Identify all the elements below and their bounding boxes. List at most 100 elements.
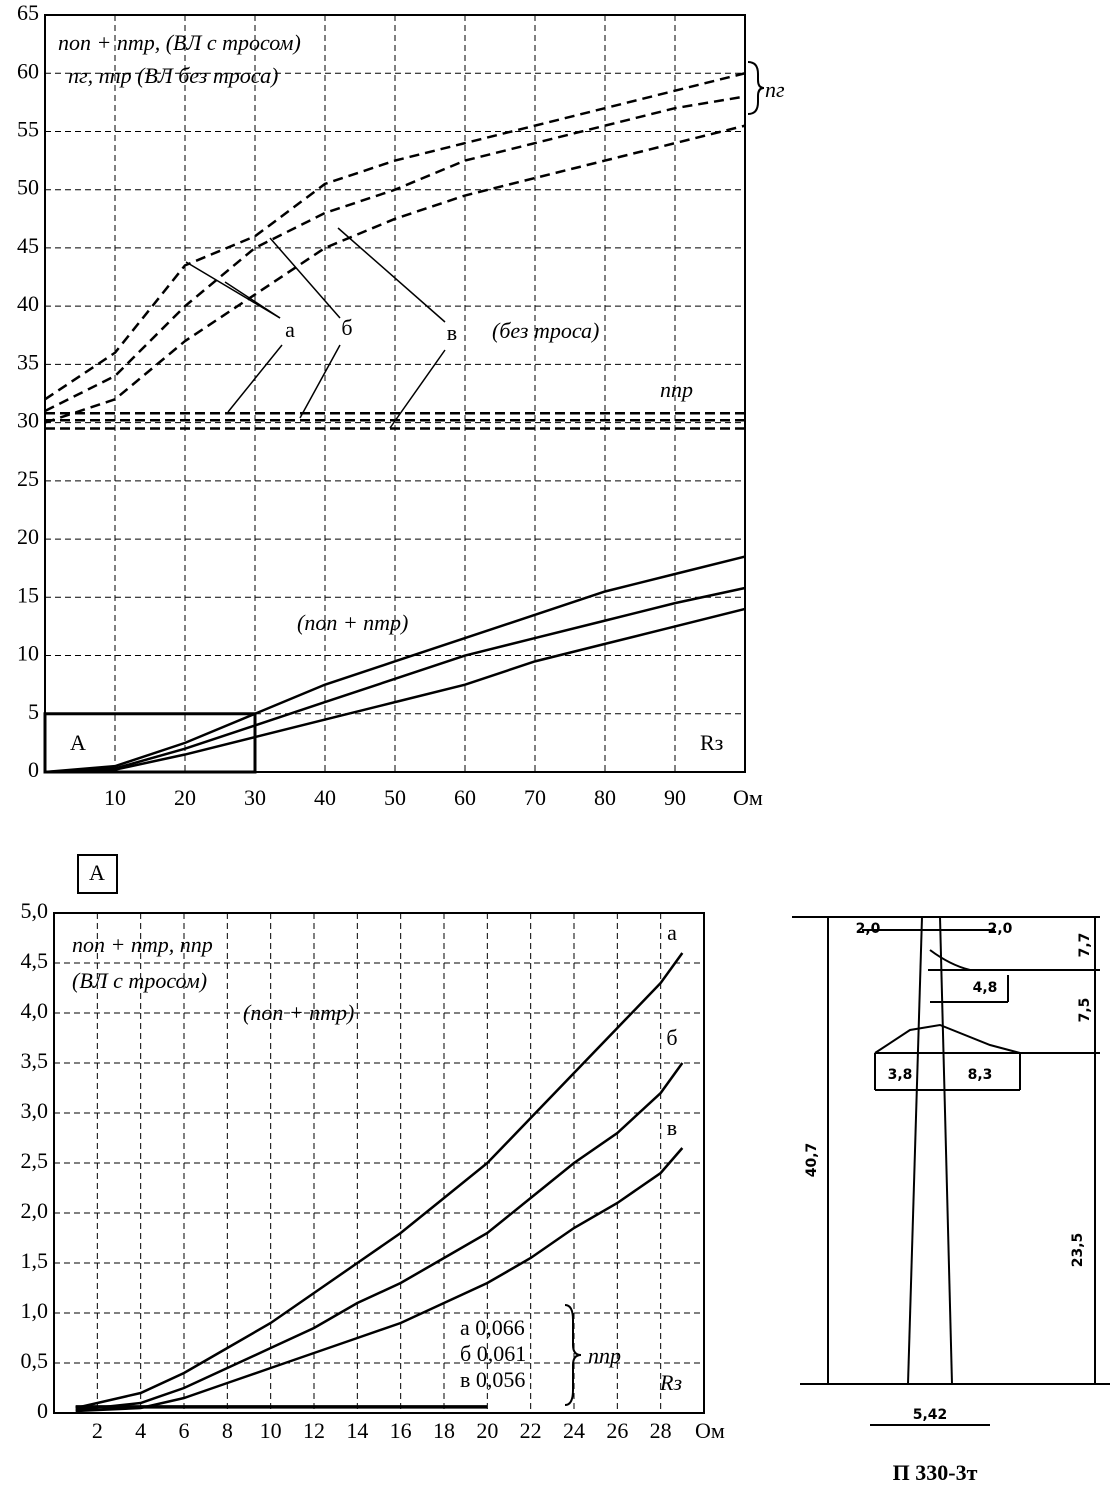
y-tick-label: 1,5 <box>21 1248 49 1273</box>
x-tick-label: 12 <box>303 1418 325 1443</box>
x-tick-label: 18 <box>433 1418 455 1443</box>
dim-label: 4,8 <box>973 980 998 996</box>
annotation: (без троса) <box>492 318 599 343</box>
y-tick-label: 65 <box>17 0 39 25</box>
x-tick-label: 4 <box>135 1418 146 1443</box>
series-line <box>44 586 746 774</box>
series-line <box>75 952 684 1410</box>
y-tick-label: 60 <box>17 58 39 83</box>
annotation: nг <box>765 77 785 102</box>
x-tick-label: 60 <box>454 785 476 810</box>
x-tick-label: 20 <box>174 785 196 810</box>
x-tick-label: 80 <box>594 785 616 810</box>
chart-title: А <box>89 860 105 885</box>
annotation: nг, nпр (ВЛ без троса) <box>68 63 278 88</box>
x-tick-label: 24 <box>563 1418 585 1443</box>
y-tick-label: 4,5 <box>21 948 49 973</box>
annotation: nпр <box>660 377 693 402</box>
x-tick-label: 8 <box>222 1418 233 1443</box>
y-tick-label: 10 <box>17 641 39 666</box>
y-tick-label: 25 <box>17 466 39 491</box>
annotation: (ВЛ с тросом) <box>72 968 207 993</box>
y-tick-label: 3,5 <box>21 1048 49 1073</box>
series-label: в <box>447 320 457 345</box>
level-label: в 0,056 <box>460 1367 525 1392</box>
x-tick-label: 16 <box>390 1418 412 1443</box>
series-label: а <box>285 317 295 342</box>
x-tick-label: 10 <box>260 1418 282 1443</box>
dim-label: 2,0 <box>988 921 1013 937</box>
y-tick-label: 35 <box>17 349 39 374</box>
y-tick-label: 5,0 <box>21 898 49 923</box>
x-tick-label: 14 <box>346 1418 368 1443</box>
series-line <box>44 555 746 774</box>
caption: П 330-3т <box>893 1460 978 1485</box>
series-label: а <box>667 920 677 945</box>
x-tick-label: 2 <box>92 1418 103 1443</box>
x-tick-label: 6 <box>179 1418 190 1443</box>
annotation: Rз <box>700 730 723 755</box>
series-line <box>75 1147 684 1413</box>
x-tick-label: 70 <box>524 785 546 810</box>
level-label: б 0,061 <box>460 1341 526 1366</box>
series-line <box>44 72 746 401</box>
y-tick-label: 55 <box>17 117 39 142</box>
y-tick-label: 5 <box>28 699 39 724</box>
dim-label: 5,42 <box>913 1407 948 1423</box>
series-line <box>75 1062 684 1412</box>
y-tick-label: 20 <box>17 524 39 549</box>
y-tick-label: 2,5 <box>21 1148 49 1173</box>
x-tick-label: 30 <box>244 785 266 810</box>
series-line <box>44 95 746 413</box>
dim-label: 23,5 <box>1070 1233 1086 1268</box>
y-tick-label: 1,0 <box>21 1298 49 1323</box>
y-tick-label: 0 <box>37 1398 48 1423</box>
y-tick-label: 4,0 <box>21 998 49 1023</box>
dim-label: 7,5 <box>1077 998 1093 1023</box>
pointers <box>185 227 446 429</box>
annotation: nоп + nтр, (ВЛ с тросом) <box>58 30 301 55</box>
x-tick-label: 90 <box>664 785 686 810</box>
x-tick-label: 26 <box>606 1418 628 1443</box>
y-tick-label: 0,5 <box>21 1348 49 1373</box>
annotation: А <box>70 730 86 755</box>
x-tick-label: 50 <box>384 785 406 810</box>
level-label: а 0,066 <box>460 1315 525 1340</box>
dim-label: 3,8 <box>888 1067 913 1083</box>
annotation: Rз <box>659 1370 682 1395</box>
annotation: nоп + nтр, nпр <box>72 932 213 957</box>
y-tick-label: 2,0 <box>21 1198 49 1223</box>
zoom-region <box>43 712 257 774</box>
series-label: б <box>341 315 352 340</box>
dim-label: 8,3 <box>968 1067 993 1083</box>
x-tick-label: 28 <box>650 1418 672 1443</box>
series-line <box>44 124 746 424</box>
x-unit: Ом <box>733 785 763 810</box>
y-tick-label: 45 <box>17 233 39 258</box>
annotation: (nоп + nтр) <box>297 610 408 635</box>
brace <box>564 1304 582 1406</box>
x-unit: Ом <box>695 1418 725 1443</box>
series-label: в <box>667 1115 677 1140</box>
brace <box>747 61 765 115</box>
annotation: (nоп + nтр) <box>243 1000 354 1025</box>
x-tick-label: 40 <box>314 785 336 810</box>
tower <box>792 916 1110 1426</box>
y-tick-label: 30 <box>17 408 39 433</box>
title-box <box>77 854 118 894</box>
annotation: nпр <box>588 1343 621 1368</box>
dim-label: 2,0 <box>856 921 881 937</box>
x-tick-label: 10 <box>104 785 126 810</box>
y-tick-label: 50 <box>17 175 39 200</box>
series-line <box>44 607 746 774</box>
y-tick-label: 0 <box>28 757 39 782</box>
dim-label: 40,7 <box>804 1143 820 1178</box>
y-tick-label: 40 <box>17 291 39 316</box>
dim-label: 7,7 <box>1077 933 1093 958</box>
y-tick-label: 15 <box>17 582 39 607</box>
y-tick-label: 3,0 <box>21 1098 49 1123</box>
x-tick-label: 22 <box>520 1418 542 1443</box>
x-tick-label: 20 <box>476 1418 498 1443</box>
series-label: б <box>666 1025 677 1050</box>
